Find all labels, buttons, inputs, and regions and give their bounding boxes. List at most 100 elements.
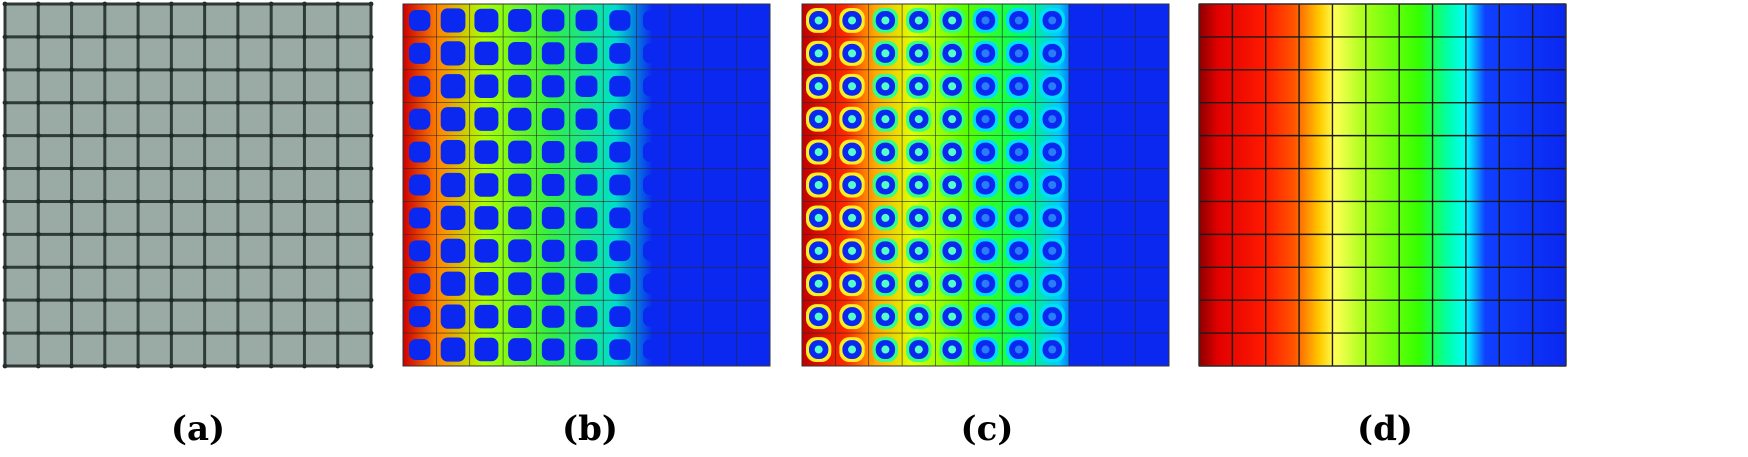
- field-cell-core: [642, 43, 664, 64]
- mesh-node: [135, 264, 141, 270]
- field-cell-core: [508, 338, 532, 361]
- field-cell-core: [474, 337, 499, 362]
- field-cell-core: [541, 75, 565, 98]
- mesh-node: [135, 199, 141, 204]
- field-cell-spot: [1014, 82, 1023, 91]
- field-cell-core: [642, 109, 664, 130]
- field-cell-core: [508, 239, 532, 263]
- mesh-node: [235, 297, 241, 303]
- field-cell-uniform: [1102, 267, 1136, 301]
- field-cell-spot: [881, 213, 890, 222]
- mesh-node: [69, 133, 74, 139]
- field-cell-core: [609, 75, 631, 97]
- mesh-node: [135, 297, 141, 303]
- field-cell-core: [440, 139, 466, 165]
- field-cell-spot: [948, 49, 957, 58]
- field-cell-uniform: [1135, 267, 1169, 301]
- field-cell-core: [609, 339, 631, 360]
- field-cell-core: [409, 75, 431, 97]
- mesh-node: [135, 231, 141, 237]
- field-cell-core: [508, 173, 532, 197]
- field-cell-spot: [881, 16, 890, 25]
- mesh-node: [202, 100, 208, 106]
- field-cell-core: [642, 207, 664, 228]
- field-cell-spot: [1048, 279, 1057, 288]
- mesh-node: [268, 231, 274, 237]
- field-cell-spot: [1048, 49, 1057, 58]
- field-cell-uniform: [736, 201, 770, 235]
- mesh-node: [102, 231, 108, 237]
- field-cell-core: [541, 206, 565, 229]
- field-cell-uniform: [703, 300, 737, 334]
- mesh-node: [268, 34, 274, 40]
- field-cell-uniform: [669, 201, 704, 235]
- field-cell-core: [508, 206, 532, 230]
- field-cell-spot: [948, 148, 957, 157]
- field-cell-core: [575, 141, 598, 163]
- field-cell-core: [440, 205, 466, 231]
- mesh-node: [335, 166, 341, 171]
- mesh-node: [268, 199, 274, 204]
- field-cell-spot: [814, 16, 823, 25]
- caption-c: (c): [960, 409, 1014, 449]
- field-cell-core: [474, 239, 499, 263]
- field-cell-spot: [881, 82, 890, 91]
- field-cell-uniform: [1135, 4, 1169, 37]
- field-cell-core: [474, 41, 499, 66]
- field-cell-core: [575, 108, 598, 130]
- field-cell-uniform: [669, 333, 704, 366]
- field-cell-spot: [948, 213, 957, 222]
- field-cell-uniform: [1068, 168, 1103, 202]
- field-cell-core: [541, 173, 565, 197]
- field-cell-core: [609, 174, 631, 196]
- field-cell-spot: [881, 246, 890, 255]
- field-cell-spot: [914, 16, 923, 25]
- field-cell-core: [541, 141, 565, 164]
- field-cell-spot: [981, 148, 990, 157]
- panel-frame: [1198, 3, 1567, 367]
- mesh-node: [135, 133, 141, 139]
- panel-frame: [801, 3, 1170, 367]
- field-cell-core: [440, 41, 466, 66]
- mesh-node: [35, 34, 41, 40]
- field-cell-spot: [948, 279, 957, 288]
- mesh-node: [102, 100, 108, 106]
- field-cell-spot: [1014, 345, 1023, 354]
- field-cell-core: [508, 107, 532, 131]
- field-cell-uniform: [1068, 267, 1103, 301]
- field-cell-core: [541, 108, 565, 131]
- field-cell-spot: [814, 115, 823, 124]
- field-cell-core: [642, 339, 664, 360]
- field-cell-spot: [814, 246, 823, 255]
- field-cell-core: [541, 9, 565, 32]
- field-cell-uniform: [1102, 135, 1136, 169]
- mesh-node: [69, 330, 74, 336]
- mesh-node: [102, 264, 108, 270]
- field-cell-core: [541, 42, 565, 65]
- caption-b: (b): [562, 409, 618, 449]
- field-cell-uniform: [1102, 300, 1136, 334]
- field-cell-core: [609, 43, 631, 64]
- mesh-node: [268, 133, 274, 139]
- field-cell-uniform: [736, 267, 770, 301]
- field-cell-spot: [814, 312, 823, 321]
- field-cell-core: [609, 10, 631, 31]
- field-cell-uniform: [703, 36, 737, 70]
- field-cell-uniform: [1068, 300, 1103, 334]
- panel-frame: [4, 3, 372, 367]
- field-cell-core: [474, 304, 499, 329]
- mesh-node: [202, 133, 208, 139]
- field-cell-core: [575, 273, 598, 295]
- field-cell-spot: [948, 16, 957, 25]
- field-cell-uniform: [1135, 36, 1169, 70]
- field-cell-spot: [848, 115, 857, 124]
- field-cell-core: [508, 9, 532, 32]
- mesh-node: [102, 166, 108, 171]
- mesh-node: [268, 166, 274, 171]
- mesh-node: [102, 330, 108, 336]
- mesh-node: [235, 34, 241, 40]
- field-cell-core: [575, 240, 598, 262]
- field-cell-core: [575, 42, 598, 65]
- caption-a: (a): [170, 409, 226, 449]
- mesh-node: [302, 166, 307, 171]
